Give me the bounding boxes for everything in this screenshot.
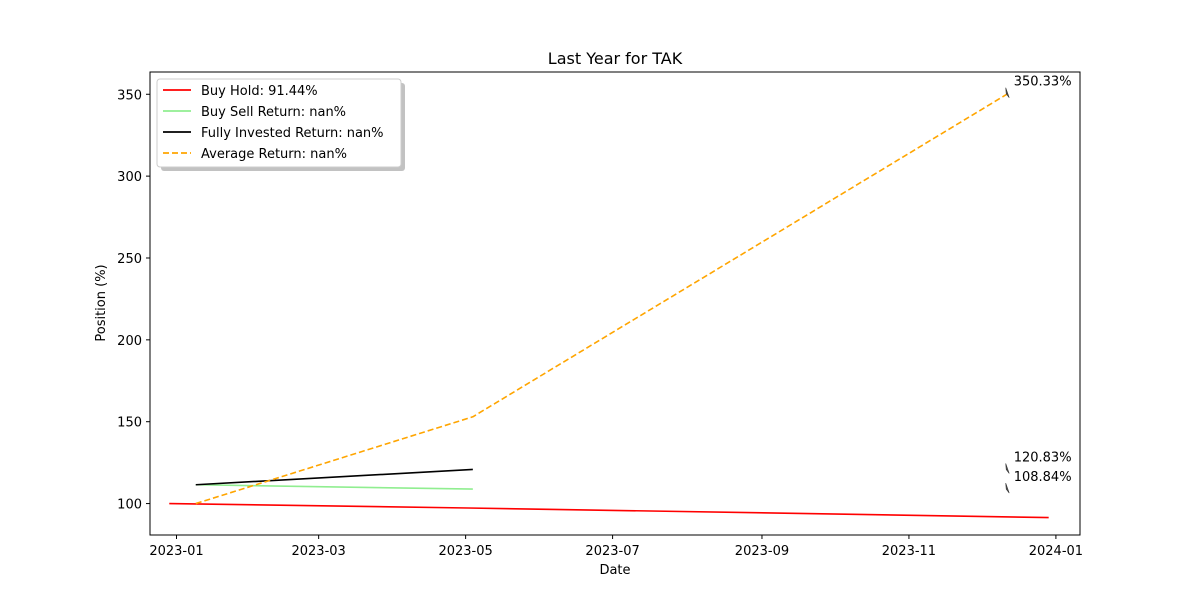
legend: Buy Hold: 91.44% Buy Sell Return: nan% Ful… [156,78,405,171]
annotation-arrow [1005,482,1010,494]
legend-label: Buy Hold: 91.44% [201,84,318,99]
y-tick-label: 200 [117,334,142,349]
x-tick-label: 2023-03 [291,544,345,559]
series-line-buy-hold [169,502,1049,519]
y-tick-label: 300 [117,170,142,185]
annotation-layer: 350.33% 120.83% 108.84% [1005,75,1072,494]
y-tick-label: 350 [117,88,142,103]
x-tick-label: 2023-01 [149,544,203,559]
y-tick-label: 150 [117,416,142,431]
legend-label: Buy Sell Return: nan% [201,105,346,120]
y-tick-label: 100 [117,498,142,513]
y-axis: 100 150 200 250 300 350 [117,88,150,513]
legend-items: Buy Hold: 91.44% Buy Sell Return: nan% Ful… [163,84,384,162]
annotation-label: 120.83% [1014,450,1072,465]
legend-label: Average Return: nan% [201,147,347,162]
annotation-label: 108.84% [1014,470,1072,485]
legend-box [156,78,402,168]
x-tick-label: 2023-09 [735,544,789,559]
series-line-buy-sell-return [195,483,473,490]
legend-label: Fully Invested Return: nan% [201,126,384,141]
x-tick-label: 2024-01 [1029,544,1083,559]
annotation-arrow [1005,87,1010,98]
series-layer [169,93,1049,519]
annotation-label: 350.33% [1014,75,1072,90]
chart-title: Last Year for TAK [548,49,683,68]
x-tick-label: 2023-05 [438,544,492,559]
x-axis: 2023-01 2023-03 2023-05 2023-07 2023-09 2023-… [149,535,1083,559]
series-line-average-return [195,93,1009,505]
x-tick-label: 2023-11 [882,544,936,559]
y-axis-label: Position (%) [94,264,109,341]
series-line-fully-invested-return [195,468,473,486]
x-axis-label: Date [599,563,630,578]
plot-frame [149,71,1081,536]
x-tick-label: 2023-07 [585,544,639,559]
annotation-arrow [1005,463,1010,474]
y-tick-label: 250 [117,252,142,267]
